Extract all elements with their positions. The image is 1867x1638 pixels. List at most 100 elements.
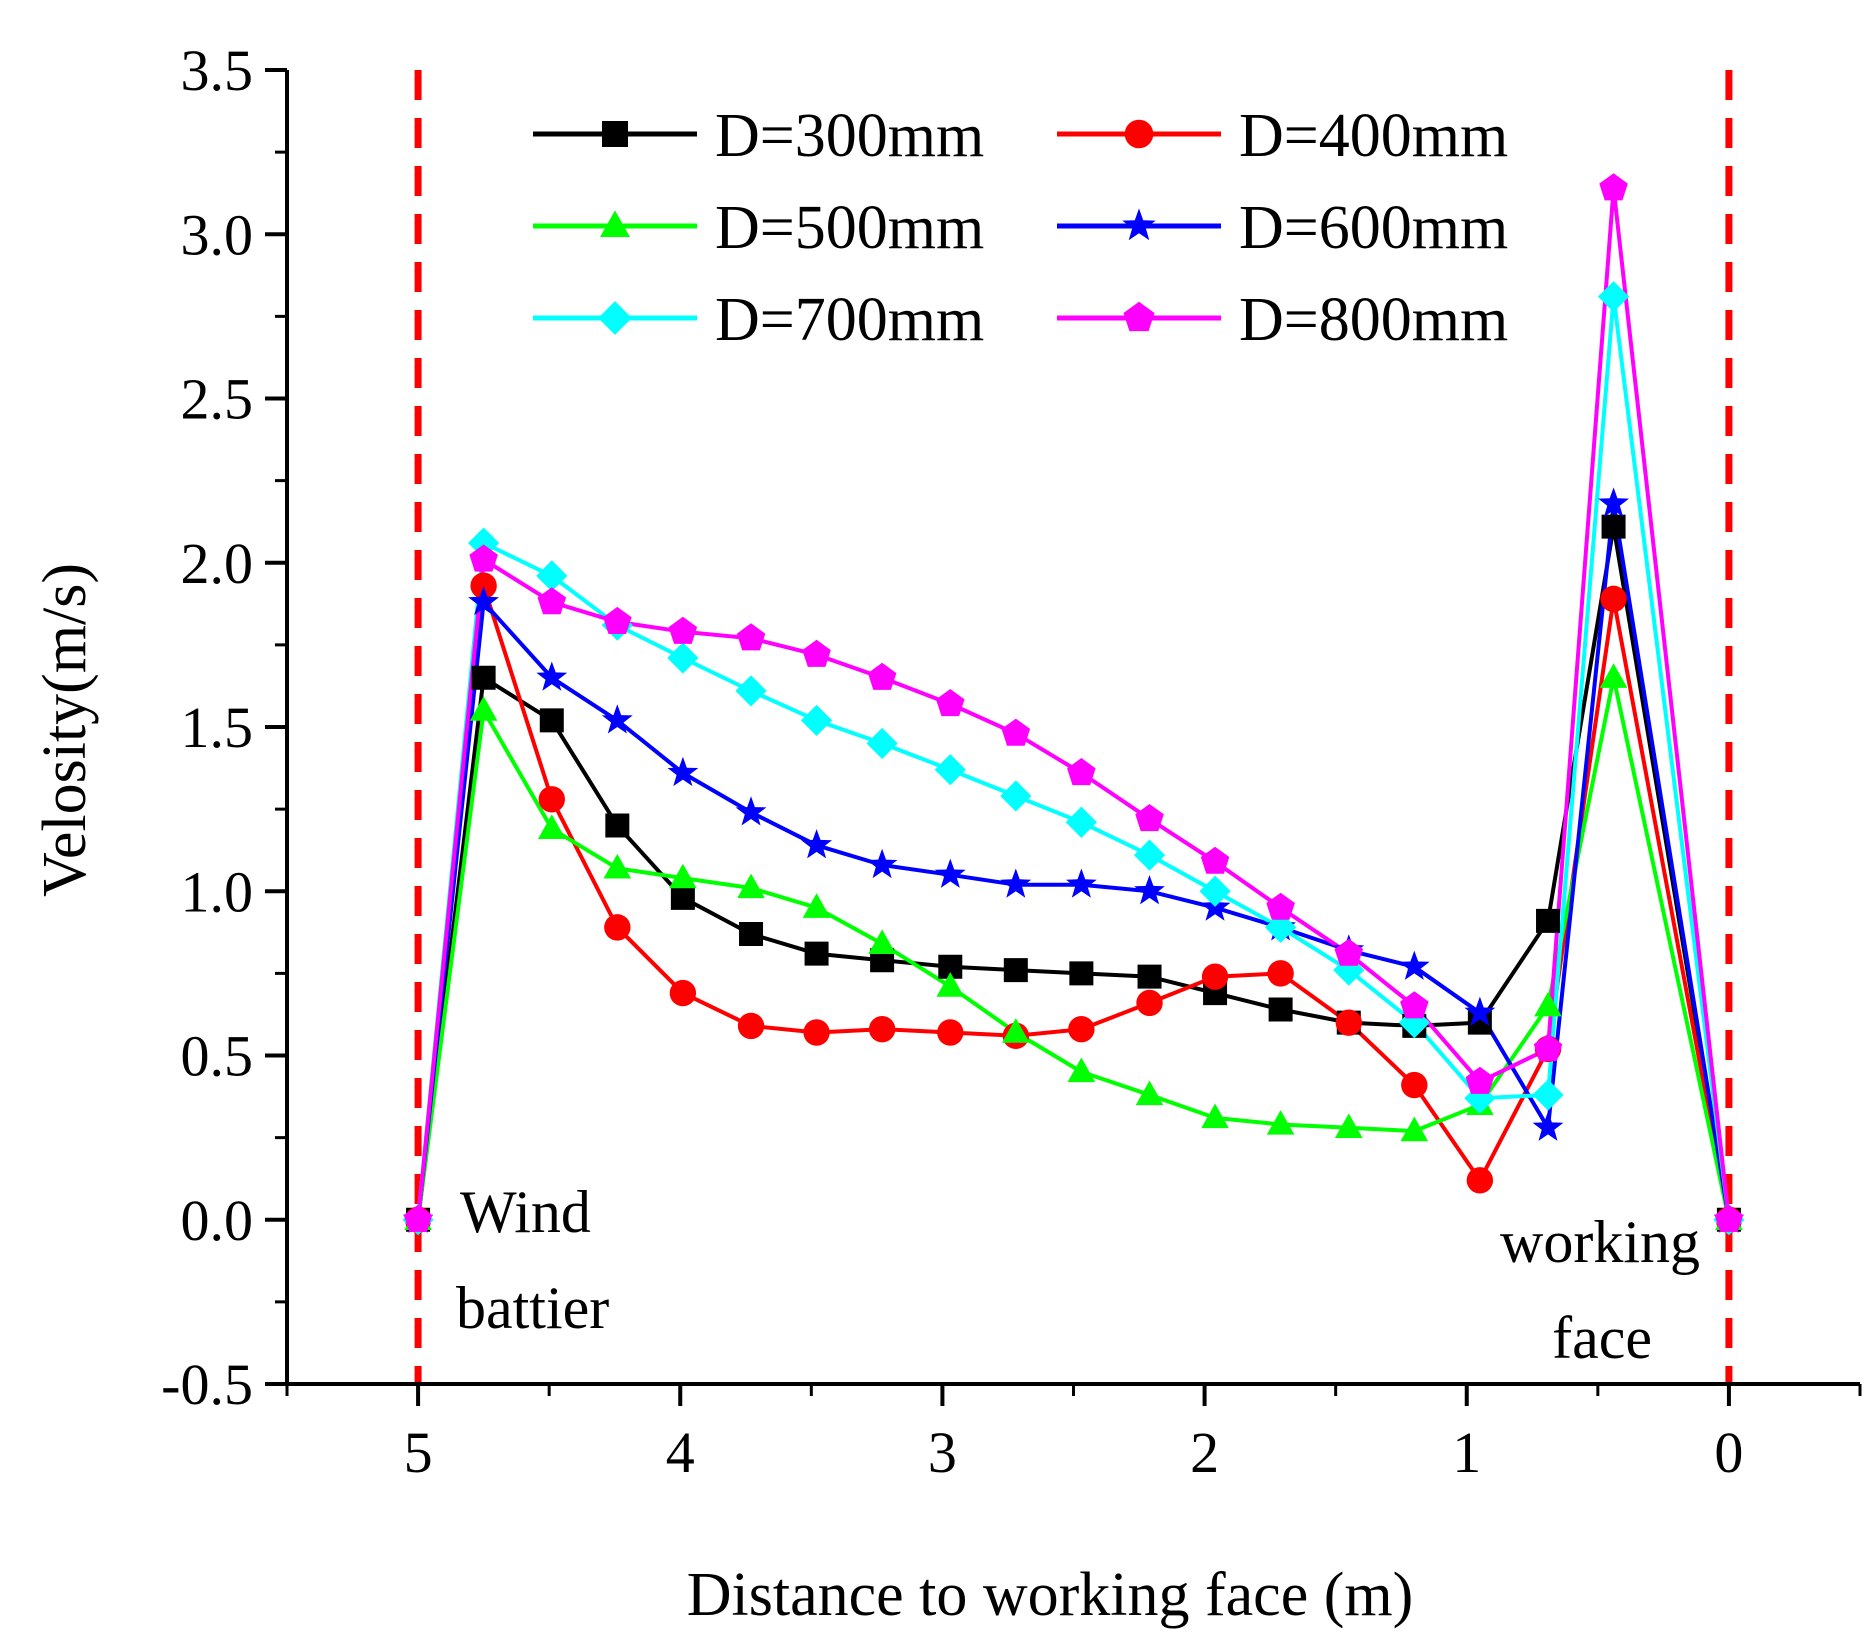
- data-point: [605, 813, 630, 838]
- x-tick-label: 5: [404, 1420, 433, 1485]
- data-point: [1536, 908, 1561, 933]
- data-point: [1133, 839, 1166, 871]
- data-point: [471, 665, 496, 690]
- legend-label: D=300mm: [715, 102, 984, 170]
- legend: D=300mm D=400mm D=500mm D=600mm D=700mm D=800…: [533, 102, 1508, 354]
- x-tick-label: 1: [1452, 1420, 1481, 1485]
- data-point: [601, 704, 633, 734]
- x-tick-label: 3: [928, 1420, 957, 1485]
- data-point: [669, 863, 697, 889]
- data-point: [1201, 1103, 1229, 1129]
- data-point: [470, 572, 497, 599]
- data-point: [603, 606, 632, 634]
- data-point: [539, 708, 564, 733]
- y-tick-label: -0.5: [161, 1352, 253, 1417]
- y-axis-title: Velosity(m/s): [31, 563, 99, 897]
- data-point: [1714, 1204, 1744, 1232]
- data-point: [1266, 1110, 1295, 1135]
- data-point: [1065, 806, 1097, 838]
- data-point: [739, 921, 764, 946]
- data-point: [1068, 1016, 1095, 1043]
- data-point: [1003, 958, 1028, 983]
- legend-label: D=400mm: [1239, 102, 1508, 170]
- data-point: [536, 560, 568, 592]
- data-point: [737, 873, 765, 899]
- data-point: [1002, 1018, 1030, 1043]
- data-point: [870, 948, 895, 973]
- data-point: [1267, 960, 1294, 987]
- legend-swatch-marker: [600, 210, 630, 238]
- data-point: [1334, 1113, 1363, 1138]
- data-point: [1000, 780, 1032, 812]
- y-tick-label: 2.0: [181, 531, 254, 596]
- data-point: [1400, 1116, 1429, 1142]
- data-point: [801, 829, 832, 859]
- data-point: [468, 527, 500, 559]
- data-point: [1199, 875, 1231, 907]
- data-point: [735, 796, 767, 826]
- data-point: [1334, 938, 1363, 966]
- legend-label: D=800mm: [1239, 286, 1508, 354]
- data-point: [936, 972, 965, 997]
- data-point: [669, 979, 697, 1007]
- data-point: [936, 689, 965, 717]
- data-point: [868, 1016, 896, 1043]
- data-point: [1201, 963, 1229, 990]
- data-point: [1398, 950, 1430, 980]
- data-point: [868, 929, 896, 955]
- data-point: [468, 586, 499, 616]
- data-point: [1268, 997, 1293, 1022]
- data-point: [800, 704, 833, 737]
- x-tick-label: 4: [666, 1420, 695, 1485]
- data-point: [537, 814, 566, 840]
- data-point: [670, 885, 695, 910]
- data-point: [667, 756, 699, 787]
- data-point: [668, 616, 698, 644]
- data-point: [1597, 281, 1630, 313]
- data-point: [1067, 1057, 1096, 1083]
- data-point: [536, 661, 568, 691]
- data-point: [1335, 1009, 1362, 1036]
- legend-label: D=700mm: [715, 286, 984, 354]
- data-point: [736, 623, 766, 651]
- series-lines: [416, 186, 1731, 1221]
- data-point: [1598, 487, 1629, 517]
- series-line-D=500mm: [416, 675, 1731, 1221]
- data-point: [1069, 961, 1094, 986]
- data-point: [1599, 173, 1628, 201]
- legend-swatch-marker: [598, 301, 632, 335]
- ticks: -0.5 0.0 0.5 1.0 1.5 2.0 2.5 3.0 3.5 5 4 3 2 1 0: [161, 38, 1862, 1485]
- legend-swatch-marker: [602, 121, 628, 147]
- reference-lines: [414, 70, 1733, 1384]
- data-point: [1601, 514, 1626, 539]
- data-point: [1464, 996, 1496, 1026]
- annotation-battier: battier: [456, 1275, 609, 1341]
- legend-label: D=600mm: [1239, 194, 1508, 262]
- data-point: [934, 858, 966, 888]
- data-point: [1137, 964, 1162, 989]
- data-point: [1533, 1033, 1563, 1062]
- data-point: [1400, 991, 1429, 1019]
- annotation-face: face: [1552, 1305, 1652, 1371]
- data-point: [1135, 1080, 1164, 1106]
- data-point: [1401, 1071, 1428, 1099]
- x-tick-label: 0: [1714, 1420, 1743, 1485]
- legend-swatch-marker: [1122, 208, 1156, 241]
- annotation-working: working: [1500, 1209, 1700, 1275]
- data-point: [1135, 804, 1164, 832]
- data-point: [603, 853, 632, 879]
- y-tick-label: 0.0: [181, 1188, 254, 1253]
- data-point: [1136, 989, 1163, 1017]
- x-tick-label: 2: [1190, 1420, 1219, 1485]
- annotation-wind: Wind: [460, 1179, 591, 1245]
- data-point: [802, 893, 831, 918]
- data-point: [1066, 868, 1097, 898]
- data-point: [802, 639, 831, 667]
- data-point: [867, 662, 897, 690]
- data-point: [1398, 1007, 1430, 1039]
- data-point: [1134, 875, 1165, 905]
- y-tick-label: 1.0: [181, 859, 254, 924]
- y-tick-label: 2.5: [181, 367, 254, 432]
- data-point: [1200, 846, 1230, 874]
